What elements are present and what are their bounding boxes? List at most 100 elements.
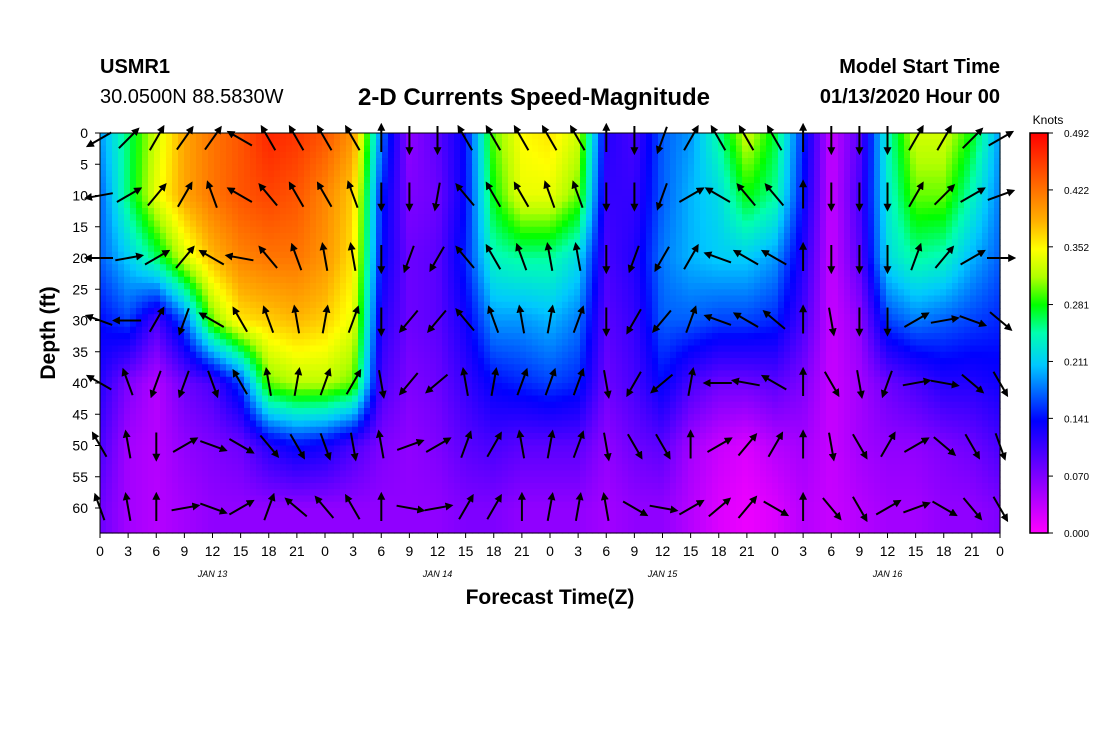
heatmap-cell [952,226,959,234]
heatmap-cell [928,239,935,247]
heatmap-cell [100,308,107,315]
heatmap-cell [988,270,995,278]
heatmap-cell [730,220,737,228]
heatmap-cell [964,333,971,340]
heatmap-cell [760,151,767,159]
heatmap-cell [196,270,203,278]
heatmap-cell [850,270,857,278]
heatmap-cell [154,270,161,278]
heatmap-cell [514,208,521,215]
heatmap-cell [580,158,587,165]
heatmap-cell [988,308,995,315]
heatmap-cell [652,295,659,303]
heatmap-cell [370,239,377,247]
heatmap-cell [478,170,485,178]
heatmap-cell [676,170,683,178]
heatmap-cell [418,314,425,322]
heatmap-cell [214,208,221,215]
heatmap-cell [802,251,809,259]
heatmap-cell [376,133,383,140]
heatmap-cell [676,233,683,240]
heatmap-cell [316,164,323,172]
heatmap-cell [580,295,587,303]
heatmap-cell [628,170,635,178]
heatmap-cell [322,139,329,147]
heatmap-cell [610,201,617,209]
heatmap-cell [676,214,683,222]
heatmap-cell [592,208,599,215]
heatmap-cell [514,151,521,159]
heatmap-cell [754,270,761,278]
heatmap-cell [916,195,923,203]
heatmap-cell [976,233,983,240]
heatmap-cell [100,333,107,340]
heatmap-cell [898,333,905,340]
heatmap-cell [820,176,827,184]
heatmap-cell [526,208,533,215]
heatmap-cell [772,233,779,240]
heatmap-cell [142,176,149,184]
heatmap-cell [514,139,521,147]
heatmap-cell [478,245,485,253]
heatmap-cell [772,270,779,278]
heatmap-cell [646,276,653,284]
heatmap-cell [922,201,929,209]
heatmap-cell [142,239,149,247]
heatmap-cell [976,308,983,315]
heatmap-cell [184,270,191,278]
heatmap-cell [940,145,947,153]
heatmap-cell [526,195,533,203]
heatmap-cell [712,314,719,322]
heatmap-cell [106,276,113,284]
heatmap-cell [904,333,911,340]
heatmap-cell [676,333,683,340]
heatmap-cell [676,251,683,259]
heatmap-cell [550,195,557,203]
heatmap-cell [202,239,209,247]
heatmap-cell [100,183,107,190]
heatmap-cell [298,283,305,290]
heatmap-cell [616,170,623,178]
heatmap-cell [202,164,209,172]
heatmap-cell [724,264,731,272]
heatmap-cell [418,189,425,197]
heatmap-cell [214,226,221,234]
heatmap-cell [376,139,383,147]
heatmap-cell [562,295,569,303]
heatmap-cell [778,295,785,303]
heatmap-cell [100,195,107,203]
heatmap-cell [790,314,797,322]
heatmap-cell [664,133,671,140]
heatmap-cell [124,151,131,159]
heatmap-cell [670,226,677,234]
heatmap-cell [598,301,605,309]
heatmap-cell [214,183,221,190]
heatmap-cell [112,289,119,297]
heatmap-cell [118,176,125,184]
heatmap-cell [730,201,737,209]
heatmap-cell [988,289,995,297]
heatmap-cell [310,145,317,153]
heatmap-cell [208,151,215,159]
heatmap-cell [124,183,131,190]
heatmap-cell [328,220,335,228]
heatmap-cell [172,208,179,215]
heatmap-cell [352,133,359,140]
heatmap-cell [400,164,407,172]
heatmap-cell [988,133,995,140]
heatmap-cell [790,226,797,234]
heatmap-cell [466,189,473,197]
heatmap-cell [532,239,539,247]
heatmap-cell [226,208,233,215]
heatmap-cell [724,289,731,297]
heatmap-cell [562,283,569,290]
heatmap-cell [142,339,149,347]
heatmap-cell [322,183,329,190]
heatmap-cell [382,258,389,265]
heatmap-cell [994,195,1001,203]
heatmap-cell [436,233,443,240]
heatmap-cell [700,320,707,328]
heatmap-cell [568,276,575,284]
heatmap-cell [370,251,377,259]
heatmap-cell [436,139,443,147]
